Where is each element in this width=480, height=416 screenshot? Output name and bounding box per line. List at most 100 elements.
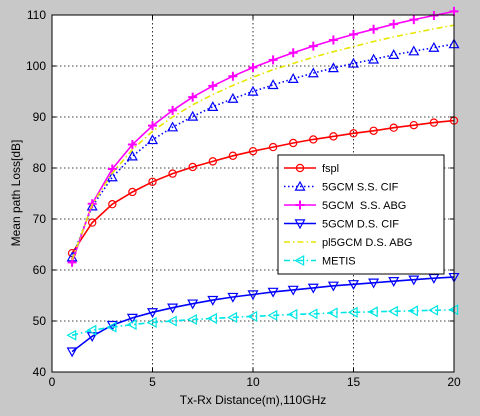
data-point: [268, 142, 278, 152]
data-point: [349, 29, 358, 39]
data-point: [128, 187, 137, 197]
data-point: [347, 280, 360, 291]
data-point: [408, 45, 420, 56]
data-point: [329, 132, 338, 141]
data-point: [168, 105, 178, 115]
legend-label: pl5GCM D.S. ABG: [322, 237, 412, 249]
data-point: [369, 126, 378, 135]
y-tick-label: 100: [26, 59, 46, 73]
data-point: [247, 290, 259, 301]
data-point: [289, 138, 298, 148]
data-point: [287, 308, 298, 320]
series-4: [71, 24, 455, 261]
data-point: [368, 53, 380, 64]
data-point: [187, 110, 199, 121]
legend-box: [277, 154, 445, 275]
data-point: [127, 140, 137, 150]
data-point: [126, 313, 138, 324]
data-point: [167, 121, 179, 132]
data-point: [327, 281, 339, 292]
data-point: [307, 67, 319, 78]
data-point: [327, 62, 339, 73]
data-point: [188, 162, 197, 172]
legend-item: 5GCM S.S. ABG: [284, 200, 406, 212]
data-point: [228, 71, 238, 81]
data-point: [428, 273, 440, 284]
data-point: [389, 19, 399, 29]
data-point: [227, 292, 239, 303]
data-point: [287, 285, 299, 296]
x-tick-label: 15: [347, 375, 361, 389]
data-point: [368, 278, 380, 289]
data-point: [188, 92, 198, 102]
legend-marker: [294, 180, 306, 191]
data-point: [409, 120, 418, 130]
x-tick-label: 20: [447, 375, 461, 389]
y-axis-label: Mean path Loss[dB]: [9, 140, 23, 247]
data-point: [308, 41, 318, 51]
x-tick-label: 0: [49, 375, 56, 389]
legend-item: 5GCM D.S. CIF: [284, 219, 399, 231]
data-point: [207, 312, 217, 324]
data-point: [146, 317, 157, 329]
legend-item: 5GCM S.S. CIF: [284, 180, 399, 194]
data-point: [449, 6, 459, 16]
data-point: [208, 81, 218, 91]
y-tick-label: 90: [33, 110, 47, 124]
x-tick-label: 10: [246, 375, 260, 389]
axis-ticks: 0 5 10 15 20 40 50 60 70 80 90 100 110: [26, 8, 461, 389]
data-point: [106, 171, 118, 182]
data-point: [307, 283, 319, 294]
data-point: [166, 315, 177, 327]
data-point: [148, 177, 157, 186]
data-point: [267, 79, 279, 90]
data-point: [207, 101, 219, 112]
legend-item: fspl: [284, 163, 339, 175]
data-point: [148, 121, 157, 131]
series-line: [71, 24, 455, 261]
data-point: [367, 306, 378, 318]
data-point: [328, 35, 338, 45]
data-point: [247, 85, 259, 96]
data-point: [307, 308, 318, 320]
data-point: [126, 319, 137, 331]
data-point: [409, 15, 419, 25]
legend-item: METIS: [284, 254, 356, 268]
y-tick-label: 80: [33, 161, 47, 175]
data-point: [227, 311, 238, 323]
y-tick-label: 70: [33, 212, 47, 226]
y-tick-label: 50: [33, 314, 47, 328]
legend-label: 5GCM S.S. ABG: [322, 200, 406, 212]
data-point: [146, 308, 159, 319]
data-point: [247, 310, 258, 322]
data-point: [369, 24, 379, 34]
data-point: [168, 169, 177, 178]
legend-label: fspl: [322, 163, 339, 175]
x-tick-label: 5: [149, 375, 156, 389]
data-point: [268, 55, 278, 65]
data-point: [428, 41, 440, 52]
data-point: [388, 49, 400, 59]
data-point: [347, 57, 360, 68]
data-point: [208, 157, 217, 166]
data-point: [66, 347, 78, 358]
data-point: [327, 307, 338, 319]
data-point: [86, 200, 98, 211]
data-point: [309, 135, 318, 144]
y-tick-label: 110: [27, 8, 46, 22]
legend-label: 5GCM S.S. CIF: [322, 182, 399, 194]
data-point: [388, 277, 400, 287]
data-point: [228, 151, 238, 160]
data-point: [207, 295, 219, 306]
legend-marker: [295, 163, 305, 173]
legend-marker: [294, 219, 306, 230]
data-point: [267, 309, 278, 321]
data-point: [126, 150, 138, 161]
x-axis-label: Tx-Rx Distance(m),110GHz: [180, 393, 326, 407]
legend-marker: [295, 200, 305, 210]
data-point: [66, 329, 77, 341]
legend-label: 5GCM D.S. CIF: [322, 219, 399, 231]
data-point: [108, 200, 117, 209]
legend-label: METIS: [322, 256, 356, 268]
